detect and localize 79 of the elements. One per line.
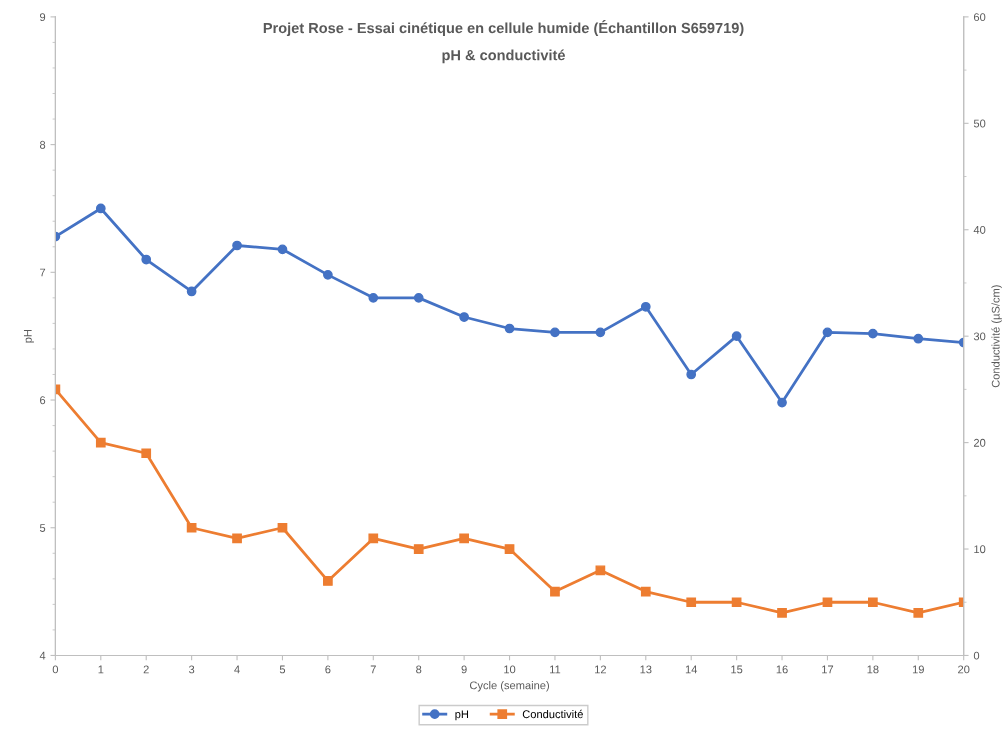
x-tick-label: 2 — [143, 665, 149, 674]
y2-tick-label: 30 — [973, 332, 986, 341]
point — [777, 397, 787, 408]
point — [232, 240, 242, 251]
point — [640, 301, 651, 312]
point — [731, 331, 742, 342]
point — [95, 437, 106, 448]
y-tick-label: 4 — [39, 651, 46, 660]
x-tick-label: 1 — [98, 665, 104, 674]
x-tick-label: 11 — [550, 665, 561, 674]
chart-title: Projet Rose - Essai cinétique en cellule humide (Échantillon S659719) — [263, 20, 744, 37]
point — [368, 533, 379, 544]
y-tick-label: 8 — [39, 140, 46, 149]
x-tick-label: 6 — [325, 665, 331, 674]
y-tick-label: 7 — [40, 268, 46, 277]
point — [413, 544, 424, 554]
y2-tick-label: 50 — [973, 119, 986, 128]
x-tick-label: 5 — [279, 665, 286, 674]
point — [550, 586, 560, 597]
point — [731, 597, 742, 608]
point — [868, 328, 878, 339]
x-tick-label: 13 — [640, 665, 652, 674]
legend-label: Conductivité — [522, 709, 583, 719]
x-tick-label: 10 — [504, 665, 516, 674]
point — [822, 597, 833, 608]
point — [277, 522, 288, 533]
x-tick-label: 8 — [416, 665, 422, 674]
x-tick-label: 17 — [822, 665, 834, 674]
x-tick-label: 15 — [731, 665, 743, 674]
x-tick-label: 16 — [776, 665, 788, 674]
x-tick-label: 18 — [867, 665, 879, 674]
x-axis-title: Cycle (semaine) — [469, 681, 549, 692]
point — [686, 369, 697, 380]
x-tick-label: 7 — [370, 665, 376, 674]
y2-tick-label: 0 — [973, 651, 980, 660]
point — [323, 576, 333, 586]
y-tick-label: 5 — [39, 524, 46, 532]
point — [186, 522, 197, 533]
point — [595, 565, 606, 576]
point — [777, 608, 787, 618]
x-tick-label: 14 — [685, 665, 698, 674]
y-tick-label: 9 — [40, 13, 46, 22]
point — [595, 327, 606, 338]
text: pH & conductivité — [442, 49, 565, 64]
point — [141, 448, 152, 459]
y-axis-title: pH — [23, 329, 34, 343]
point — [232, 533, 242, 544]
point — [368, 292, 379, 303]
point — [323, 270, 333, 280]
point — [186, 286, 197, 297]
x-tick-label: 0 — [52, 665, 59, 674]
point — [550, 327, 560, 338]
point — [504, 323, 515, 334]
x-tick-label: 12 — [595, 665, 606, 674]
point — [868, 597, 878, 608]
point — [640, 586, 651, 597]
x-tick-label: 19 — [912, 665, 924, 674]
point — [504, 544, 515, 554]
point — [686, 597, 697, 608]
point — [141, 254, 152, 265]
point — [822, 327, 833, 338]
y2-tick-label: 20 — [973, 438, 986, 447]
point — [913, 333, 924, 344]
x-tick-label: 4 — [234, 665, 240, 674]
point — [277, 244, 288, 255]
point — [459, 312, 469, 322]
y-tick-label: 6 — [40, 396, 46, 405]
x-tick-label: 20 — [958, 665, 970, 674]
x-tick-label: 3 — [188, 665, 195, 674]
point — [413, 292, 424, 303]
y2-tick-label: 10 — [974, 545, 986, 554]
y2-tick-label: 60 — [973, 13, 986, 22]
y2-axis-title: Conductivité (µS/cm) — [991, 285, 1002, 388]
point — [95, 203, 106, 214]
x-tick-label: 9 — [461, 665, 467, 674]
y2-tick-label: 40 — [973, 226, 986, 234]
legend-label: pH — [455, 710, 469, 721]
point — [459, 533, 469, 544]
point — [913, 608, 924, 618]
